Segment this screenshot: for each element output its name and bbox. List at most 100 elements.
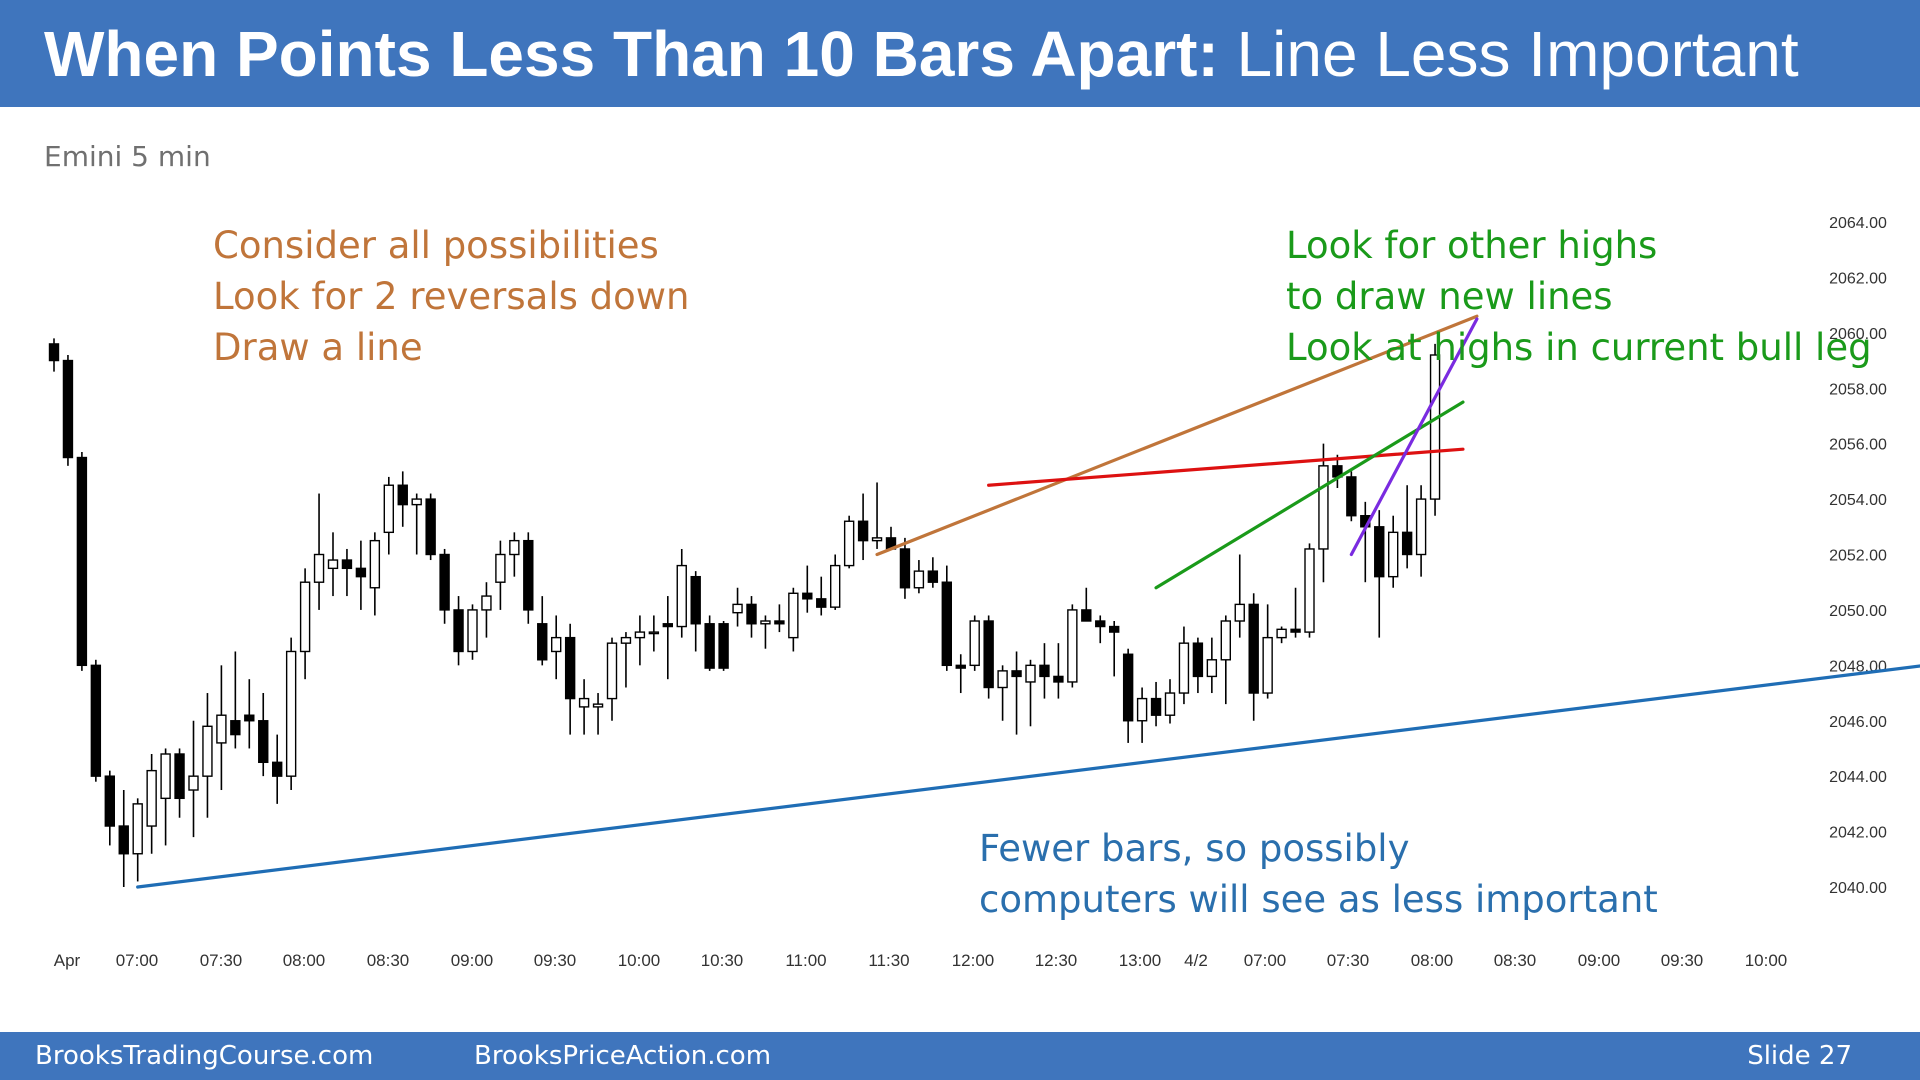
- candle-up: [467, 609, 478, 653]
- candle-up: [843, 520, 855, 567]
- candle-up: [969, 620, 980, 667]
- candle-up: [1178, 642, 1190, 694]
- x-tick-label: 09:00: [451, 951, 494, 970]
- candle-down: [941, 581, 952, 667]
- candle-down: [746, 603, 757, 625]
- x-tick-label: 09:00: [1578, 951, 1621, 970]
- candle-up: [160, 753, 171, 800]
- slide-header: When Points Less Than 10 Bars Apart: Lin…: [0, 0, 1920, 107]
- x-tick-label: 4/2: [1184, 951, 1208, 970]
- slide-title-normal: Line Less Important: [1218, 18, 1799, 90]
- candle-down: [816, 598, 827, 608]
- candle-down: [537, 623, 548, 661]
- candle-down: [397, 484, 408, 506]
- candle-up: [1234, 603, 1245, 622]
- candle-up: [648, 631, 660, 635]
- x-tick-label: 11:00: [785, 951, 826, 970]
- candle-down: [704, 623, 715, 669]
- candle-up: [1206, 659, 1218, 678]
- green-annotation: Look for other highs to draw new lines L…: [1286, 220, 1872, 373]
- footer-center-link[interactable]: BrooksPriceAction.com: [474, 1041, 772, 1071]
- x-tick-label: 10:00: [1745, 951, 1788, 970]
- green-annotation-line: to draw new lines: [1286, 275, 1613, 318]
- candle-up: [1415, 498, 1427, 556]
- purple-trend-line: [1349, 317, 1479, 557]
- candle-down: [1374, 526, 1385, 578]
- candle-up: [216, 714, 227, 744]
- orange-annotation-line: Draw a line: [213, 326, 423, 369]
- candle-down: [76, 456, 88, 667]
- candle-up: [313, 553, 325, 583]
- blue-trend-line: [136, 664, 1920, 889]
- candle-up: [620, 636, 632, 644]
- candle-down: [425, 498, 436, 556]
- orange-trend-line: [875, 314, 1479, 557]
- x-tick-label: 10:00: [618, 951, 661, 970]
- x-tick-label: 12:30: [1035, 951, 1078, 970]
- candle-down: [955, 664, 966, 669]
- candle-up: [1220, 620, 1232, 661]
- candle-up: [1304, 548, 1315, 633]
- candle-down: [1095, 620, 1106, 628]
- x-tick-label: 08:30: [367, 951, 410, 970]
- candle-down: [983, 620, 994, 689]
- candle-up: [202, 725, 213, 777]
- candle-down: [1011, 670, 1022, 678]
- candle-down: [1039, 664, 1050, 678]
- candle-down: [802, 592, 813, 600]
- candle-down: [927, 570, 939, 583]
- chart-subtitle: Emini 5 min: [44, 140, 211, 173]
- y-tick-label: 2044.00: [1829, 769, 1887, 786]
- y-tick-label: 2056.00: [1829, 437, 1887, 454]
- candle-up: [481, 595, 492, 611]
- candle-up: [760, 620, 771, 625]
- candle-down: [1290, 628, 1301, 633]
- candle-down: [1122, 653, 1134, 722]
- candle-down: [1108, 625, 1120, 633]
- candle-up: [1262, 636, 1273, 694]
- candle-down: [62, 359, 74, 459]
- x-tick-label: 07:30: [1327, 951, 1370, 970]
- slide-title: When Points Less Than 10 Bars Apart: Lin…: [44, 14, 1799, 94]
- x-tick-label: 12:00: [952, 951, 995, 970]
- candle-down: [439, 553, 450, 611]
- blue-annotation: Fewer bars, so possibly computers will s…: [979, 823, 1658, 925]
- candle-down: [1248, 603, 1259, 694]
- candle-up: [830, 564, 841, 608]
- x-tick-label: 10:30: [701, 951, 744, 970]
- y-tick-label: 2060.00: [1829, 326, 1887, 343]
- candle-up: [1387, 531, 1399, 578]
- candle-up: [592, 703, 604, 708]
- candle-down: [1192, 642, 1204, 678]
- x-tick-label: 11:30: [868, 951, 909, 970]
- candle-up: [634, 631, 646, 639]
- candle-down: [272, 761, 283, 777]
- candle-up: [913, 570, 925, 589]
- candle-down: [857, 520, 869, 542]
- orange-annotation-line: Consider all possibilities: [213, 224, 659, 267]
- x-tick-label: 13:00: [1119, 951, 1162, 970]
- candle-down: [244, 714, 255, 722]
- footer-left-link[interactable]: BrooksTradingCourse.com: [35, 1041, 374, 1071]
- candle-down: [523, 539, 534, 611]
- x-tick-label: 07:00: [1244, 951, 1287, 970]
- green-annotation-line: Look at highs in current bull leg: [1286, 326, 1872, 369]
- candle-down: [1346, 476, 1357, 517]
- candle-up: [676, 564, 687, 628]
- x-tick-label: 08:00: [1411, 951, 1454, 970]
- slide-footer: BrooksTradingCourse.com BrooksPriceActio…: [0, 1032, 1920, 1080]
- x-tick-label: Apr: [54, 951, 81, 970]
- candle-up: [1429, 354, 1441, 500]
- candle-up: [285, 650, 297, 777]
- candle-down: [258, 720, 269, 764]
- candle-down: [1401, 531, 1413, 556]
- y-tick-label: 2054.00: [1829, 492, 1887, 509]
- candle-up: [788, 592, 799, 639]
- x-tick-label: 09:30: [534, 951, 577, 970]
- candle-down: [774, 620, 785, 625]
- candle-down: [899, 548, 911, 589]
- candle-up: [132, 803, 143, 855]
- blue-annotation-line: computers will see as less important: [979, 878, 1658, 921]
- green-trend-line: [1154, 400, 1465, 590]
- orange-annotation-line: Look for 2 reversals down: [213, 275, 690, 318]
